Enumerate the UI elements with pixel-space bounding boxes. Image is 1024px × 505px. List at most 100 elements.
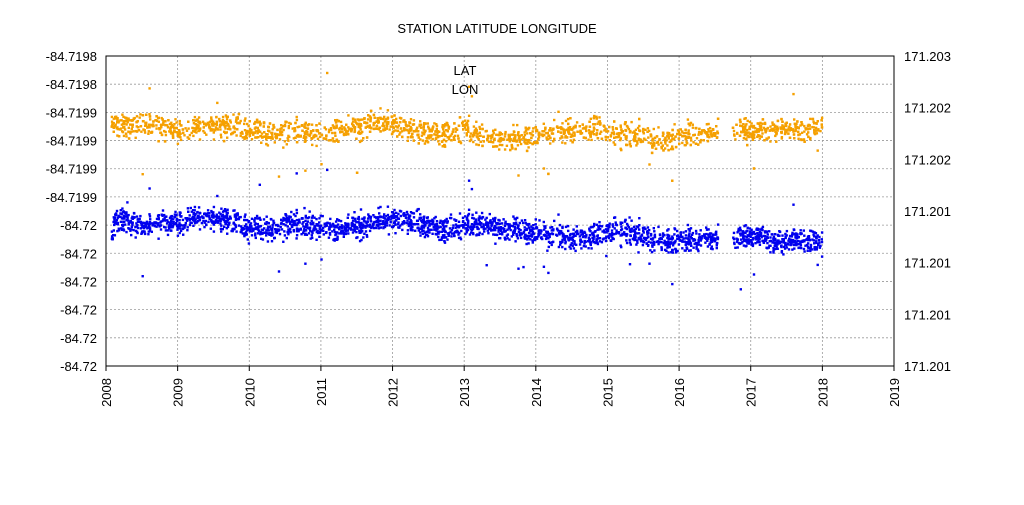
- data-point: [772, 251, 774, 253]
- data-point: [335, 121, 337, 123]
- data-point: [255, 217, 257, 219]
- data-point: [757, 228, 759, 230]
- data-point: [453, 139, 455, 141]
- data-point: [393, 114, 395, 116]
- data-point: [620, 223, 622, 225]
- data-point: [675, 250, 677, 252]
- data-point: [418, 208, 420, 210]
- data-point: [392, 226, 394, 228]
- data-point: [573, 247, 575, 249]
- data-point: [182, 234, 184, 236]
- data-point: [325, 225, 327, 227]
- data-point: [226, 137, 228, 139]
- data-point: [329, 222, 331, 224]
- data-point: [625, 129, 627, 131]
- data-point: [473, 217, 475, 219]
- data-point: [398, 227, 400, 229]
- data-point: [620, 226, 622, 228]
- data-point: [177, 143, 179, 145]
- data-point: [213, 138, 215, 140]
- data-point: [811, 238, 813, 240]
- data-point: [800, 247, 802, 249]
- data-point: [139, 116, 141, 118]
- data-point: [308, 232, 310, 234]
- data-point: [194, 123, 196, 125]
- data-point: [688, 123, 690, 125]
- data-point: [633, 236, 635, 238]
- data-point: [786, 230, 788, 232]
- data-point: [374, 216, 376, 218]
- data-point: [147, 126, 149, 128]
- data-point: [246, 123, 248, 125]
- data-point: [232, 113, 234, 115]
- data-point: [471, 214, 473, 216]
- data-point: [207, 209, 209, 211]
- data-point: [272, 124, 274, 126]
- data-point: [199, 138, 201, 140]
- data-point: [532, 127, 534, 129]
- data-point: [470, 132, 472, 134]
- data-point: [481, 212, 483, 214]
- data-point: [612, 126, 614, 128]
- data-point: [787, 243, 789, 245]
- data-point: [410, 211, 412, 213]
- data-point: [559, 244, 561, 246]
- data-point: [167, 126, 169, 128]
- data-point: [503, 228, 505, 230]
- data-point: [582, 236, 584, 238]
- data-point: [191, 217, 193, 219]
- data-point: [315, 239, 317, 241]
- data-point: [131, 119, 133, 121]
- data-point: [203, 226, 205, 228]
- data-point: [318, 236, 320, 238]
- data-point: [553, 119, 555, 121]
- data-point: [375, 227, 377, 229]
- data-point: [267, 240, 269, 242]
- data-point: [164, 140, 166, 142]
- data-point: [593, 235, 595, 237]
- data-point: [162, 209, 164, 211]
- data-point: [690, 139, 692, 141]
- data-point: [347, 213, 349, 215]
- data-point: [713, 135, 715, 137]
- data-point: [401, 223, 403, 225]
- data-point: [145, 122, 147, 124]
- data-point: [174, 118, 176, 120]
- data-point: [170, 221, 172, 223]
- data-point: [690, 227, 692, 229]
- data-point: [423, 128, 425, 130]
- data-point: [175, 121, 177, 123]
- data-point: [246, 219, 248, 221]
- data-point: [499, 223, 501, 225]
- data-point: [328, 131, 330, 133]
- data-point: [140, 233, 142, 235]
- data-point: [604, 128, 606, 130]
- data-point: [536, 238, 538, 240]
- data-point: [517, 174, 519, 176]
- data-point: [251, 138, 253, 140]
- data-point: [547, 231, 549, 233]
- data-point: [565, 241, 567, 243]
- data-point: [296, 119, 298, 121]
- data-point: [671, 249, 673, 251]
- data-point: [219, 222, 221, 224]
- data-point: [483, 230, 485, 232]
- data-point: [119, 128, 121, 130]
- data-point: [766, 242, 768, 244]
- data-point: [449, 217, 451, 219]
- data-point: [584, 128, 586, 130]
- data-point: [411, 133, 413, 135]
- data-point: [283, 230, 285, 232]
- data-point: [571, 141, 573, 143]
- data-point: [809, 249, 811, 251]
- data-point: [140, 131, 142, 133]
- data-point: [541, 238, 543, 240]
- data-point: [176, 219, 178, 221]
- data-point: [434, 226, 436, 228]
- data-point: [443, 139, 445, 141]
- data-point: [241, 229, 243, 231]
- data-point: [264, 135, 266, 137]
- data-point: [427, 141, 429, 143]
- data-point: [186, 229, 188, 231]
- data-point: [653, 242, 655, 244]
